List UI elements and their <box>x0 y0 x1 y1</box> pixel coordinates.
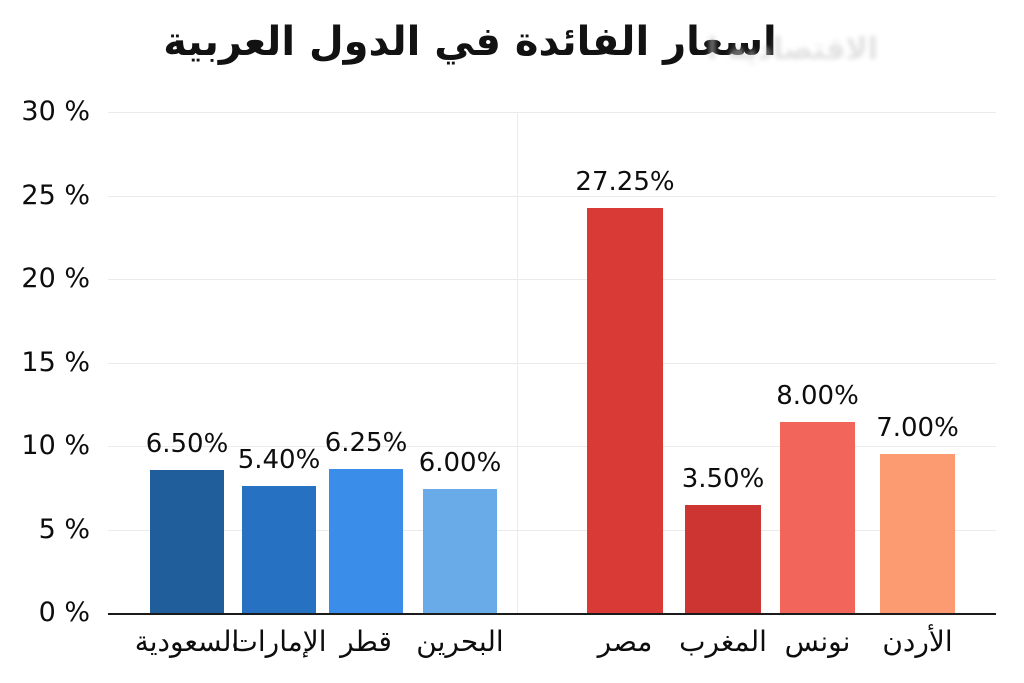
bar-saudi-arabia <box>150 470 224 613</box>
y-tick-label: 25 % <box>21 180 90 211</box>
gridline <box>108 112 996 113</box>
gridline <box>108 196 996 197</box>
bar-egypt <box>587 208 663 613</box>
value-label-jordan: 7.00% <box>876 413 959 443</box>
bar-tunisia <box>780 422 855 613</box>
chart-title: اسعار الفائدة في الدول العربية <box>163 19 777 65</box>
value-label-saudi-arabia: 6.50% <box>145 429 229 459</box>
category-label-morocco: المغرب <box>679 625 767 658</box>
bar-bahrain <box>423 489 497 613</box>
value-label-bahrain: 6.00% <box>418 448 502 478</box>
value-label-qatar: 6.25% <box>324 428 408 458</box>
y-tick-label: 0 % <box>38 597 90 628</box>
category-label-uae: الإمارات <box>231 625 327 658</box>
gridline <box>108 363 996 364</box>
value-label-uae: 5.40% <box>237 445 321 475</box>
plot-area: 6.50% 5.40% 6.25% 6.00% 27.25% 3.50% 8.00% 7.00… <box>108 112 996 658</box>
value-label-tunisia: 8.00% <box>776 381 859 411</box>
category-label-bahrain: البحرين <box>416 625 504 658</box>
group-divider-line <box>517 112 518 613</box>
gridline <box>108 279 996 280</box>
category-label-saudi-arabia: السعودية <box>134 625 240 658</box>
y-tick-label: 10 % <box>21 430 90 461</box>
gridline <box>108 530 996 531</box>
category-label-qatar: قطر <box>340 625 392 658</box>
bar-morocco <box>685 505 761 613</box>
gridline <box>108 446 996 447</box>
category-label-tunisia: نونس <box>784 625 851 658</box>
y-tick-label: 15 % <box>21 347 90 378</box>
category-label-egypt: مصر <box>597 625 653 658</box>
bar-jordan <box>880 454 955 613</box>
value-label-morocco: 3.50% <box>681 464 765 494</box>
bar-uae <box>242 486 316 613</box>
watermark-logo: الاقتصادية العربية <box>708 32 878 67</box>
value-label-egypt: 27.25% <box>575 167 675 197</box>
y-tick-label: 20 % <box>21 263 90 294</box>
category-label-jordan: الأردن <box>882 625 953 658</box>
y-tick-label: 5 % <box>38 514 90 545</box>
bar-qatar <box>329 469 403 613</box>
y-tick-label: 30 % <box>21 96 90 127</box>
